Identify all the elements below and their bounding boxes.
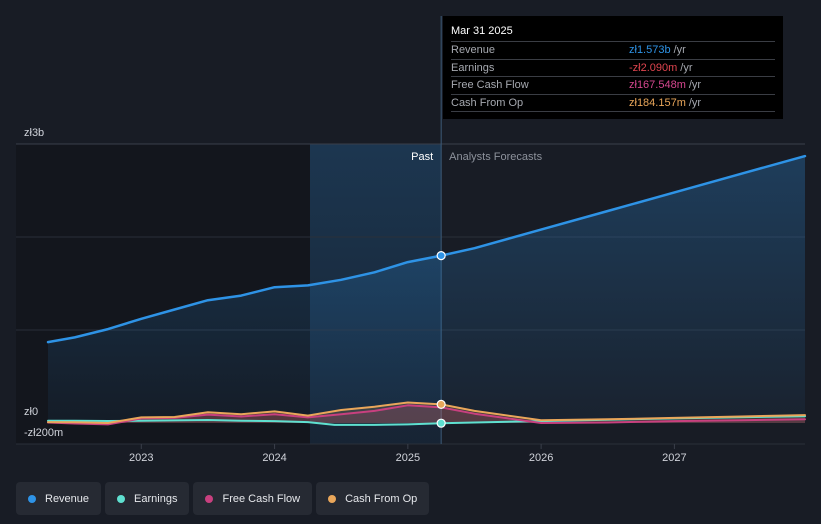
x-tick-label: 2023 [129,452,153,464]
legend-label: Free Cash Flow [222,492,301,505]
tooltip-date: Mar 31 2025 [451,24,775,42]
cash-from-op-area [48,402,805,423]
x-tick-label: 2024 [262,452,286,464]
legend-dot-icon [328,494,337,503]
legend-dot-icon [205,494,214,503]
legend-dot-icon [28,494,36,503]
chart-plot: zł3b zł0 -zł200m 2023 2024 2025 2026 2027 Past An… [16,16,807,464]
tooltip-row-revenue: Revenue zł1.573b /yr [451,42,775,60]
tooltip-label: Free Cash Flow [451,79,529,91]
chart-tooltip: Mar 31 2025 Revenue zł1.573b /yr Earning… [443,16,783,119]
tooltip-value: zł1.573b [629,44,671,56]
y-tick-label: zł0 [24,406,38,418]
y-tick-label: zł3b [24,127,44,139]
x-tick-label: 2026 [529,452,553,464]
tooltip-label: Cash From Op [451,96,524,109]
chart-legend: Revenue Earnings Free Cash Flow Cash Fro… [16,482,430,515]
revenue-line [46,154,807,344]
tooltip-unit: /yr [688,79,702,91]
legend-label: Revenue [45,492,90,505]
cash-from-op-marker [436,399,446,409]
y-tick-label: -zł200m [24,427,63,439]
tooltip-row-free-cash-flow: Free Cash Flow zł167.548m /yr [451,77,775,95]
tooltip-row-cash-from-op: Cash From Op zł184.157m /yr [451,95,775,112]
x-tick-label: 2025 [396,452,420,464]
x-tick-label: 2027 [662,452,686,464]
tooltip-unit: /yr [673,44,686,56]
tooltip-value: zł184.157m [629,96,686,109]
earnings-marker [436,418,446,428]
revenue-marker [436,251,446,261]
tooltip-row-earnings: Earnings -zł2.090m /yr [451,60,775,77]
legend-item-revenue[interactable]: Revenue [16,482,102,515]
legend-label: Earnings [134,492,178,505]
tooltip-value: -zł2.090m [629,61,678,74]
legend-item-cash-from-op[interactable]: Cash From Op [316,482,430,515]
tooltip-value: zł167.548m [629,79,686,91]
legend-dot-icon [117,494,126,503]
revenue-area [48,156,805,423]
tooltip-unit: /yr [680,61,693,74]
legend-item-earnings[interactable]: Earnings [105,482,190,515]
tooltip-label: Earnings [451,61,495,74]
tooltip-label: Revenue [451,44,496,56]
tooltip-unit: /yr [688,96,702,109]
cash-from-op-line [47,401,806,424]
past-label: Past [411,151,433,163]
forecast-label: Analysts Forecasts [449,151,542,163]
legend-label: Cash From Op [345,492,418,505]
legend-item-free-cash-flow[interactable]: Free Cash Flow [193,482,313,515]
